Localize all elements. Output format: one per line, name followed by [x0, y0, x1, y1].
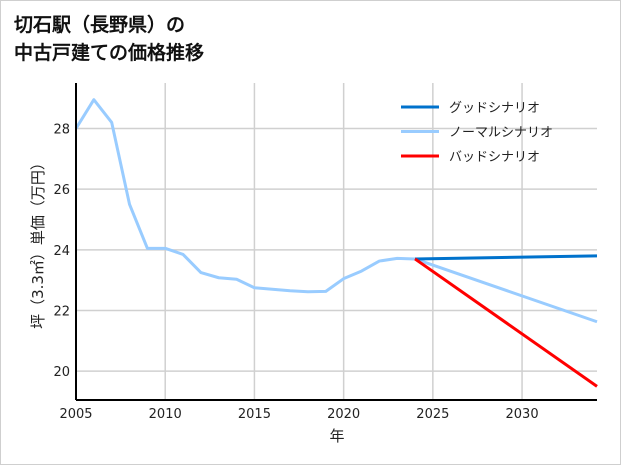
x-tick-label: 2010 [149, 407, 182, 422]
x-tick-label: 2030 [506, 407, 539, 422]
series-line-0 [414, 254, 598, 261]
y-tick-label: 24 [53, 244, 70, 259]
x-axis-label: 年 [329, 427, 344, 445]
y-axis-label: 坪（3.3㎡）単価（万円） [29, 155, 47, 329]
x-tick-label: 2005 [59, 407, 92, 422]
x-tick-label: 2015 [238, 407, 271, 422]
x-tick-label: 2025 [416, 407, 449, 422]
chart-title-line1: 切石駅（長野県）の [14, 14, 186, 36]
y-tick-label: 26 [53, 183, 70, 198]
series-line-1 [74, 98, 598, 324]
chart-title-line2: 中古戸建ての価格推移 [14, 42, 205, 64]
x-tick-label: 2020 [327, 407, 360, 422]
legend-label: バッドシナリオ [449, 150, 540, 165]
y-tick-label: 20 [53, 365, 70, 380]
y-tick-label: 22 [53, 305, 70, 320]
legend-label: グッドシナリオ [449, 101, 540, 116]
y-tick-label: 28 [53, 123, 70, 138]
legend-label: ノーマルシナリオ [449, 126, 553, 141]
series-line-2 [414, 257, 598, 388]
